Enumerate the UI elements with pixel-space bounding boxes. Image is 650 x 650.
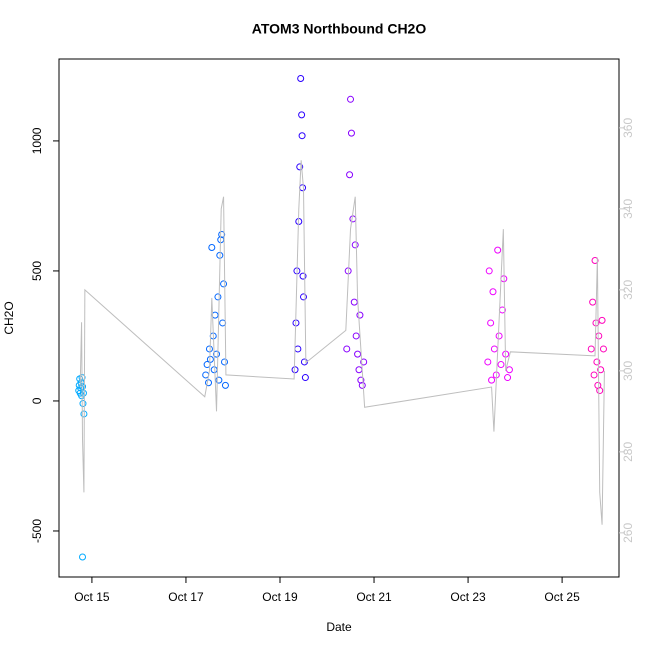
data-point — [596, 387, 604, 395]
data-point — [590, 371, 598, 379]
data-point — [300, 293, 308, 301]
x-axis-label: Date — [326, 620, 352, 634]
x-tick-label: Oct 19 — [262, 590, 298, 604]
data-point — [208, 244, 216, 252]
data-point — [350, 298, 358, 306]
data-point — [597, 366, 605, 374]
data-point — [358, 381, 366, 389]
data-point — [301, 374, 309, 382]
data-point — [346, 171, 354, 179]
data-point — [220, 280, 228, 288]
data-point — [205, 379, 213, 387]
data-point — [347, 95, 355, 103]
data-point — [356, 311, 364, 319]
data-point — [354, 350, 362, 358]
data-point — [589, 298, 597, 306]
data-point — [489, 288, 497, 296]
data-point — [291, 366, 299, 374]
data-point — [202, 371, 210, 379]
data-point — [347, 129, 355, 137]
data-point — [351, 241, 359, 249]
data-point — [296, 163, 304, 171]
data-point — [495, 332, 503, 340]
x-tick-label: Oct 23 — [450, 590, 486, 604]
data-point — [360, 358, 368, 366]
data-point — [297, 75, 305, 83]
data-point — [485, 267, 493, 275]
data-point — [210, 366, 218, 374]
data-point — [294, 345, 302, 353]
y-tick-label: 1000 — [30, 127, 44, 154]
x-tick-label: Oct 15 — [74, 590, 110, 604]
data-point — [79, 389, 87, 397]
y2-tick-label: 340 — [621, 199, 635, 219]
data-point — [221, 358, 229, 366]
y-tick-label: 0 — [30, 397, 44, 404]
x-tick-label: Oct 25 — [544, 590, 580, 604]
data-point — [490, 345, 498, 353]
y2-tick-label: 300 — [621, 361, 635, 381]
data-point — [504, 374, 512, 382]
y2-tick-label: 360 — [621, 118, 635, 138]
data-point — [79, 400, 87, 408]
data-point — [218, 231, 226, 239]
data-point — [505, 366, 513, 374]
data-point — [587, 345, 595, 353]
data-point — [214, 293, 222, 301]
data-point — [352, 332, 360, 340]
data-point — [593, 358, 601, 366]
y2-tick-label: 280 — [621, 442, 635, 462]
data-point — [497, 361, 505, 369]
data-point — [355, 366, 363, 374]
data-point — [591, 257, 599, 265]
data-point — [299, 272, 307, 280]
data-point — [213, 350, 221, 358]
data-line — [79, 160, 605, 525]
data-point — [206, 355, 214, 363]
plot-frame — [58, 58, 620, 578]
data-point — [79, 553, 87, 561]
chart-title: ATOM3 Northbound CH2O — [252, 21, 427, 37]
data-point — [349, 215, 357, 223]
data-point — [298, 111, 306, 119]
data-point — [299, 184, 307, 192]
data-point — [598, 316, 606, 324]
data-point — [599, 345, 607, 353]
x-tick-label: Oct 21 — [356, 590, 392, 604]
y-tick-label: -500 — [30, 519, 44, 543]
x-tick-label: Oct 17 — [168, 590, 204, 604]
data-point — [343, 345, 351, 353]
data-point — [298, 132, 306, 140]
data-point — [484, 358, 492, 366]
data-point — [205, 345, 213, 353]
y2-tick-label: 320 — [621, 280, 635, 300]
y-axis-label: CH2O — [2, 301, 16, 334]
y2-tick-label: 260 — [621, 523, 635, 543]
data-point — [357, 376, 365, 384]
y-tick-label: 500 — [30, 261, 44, 281]
data-point — [595, 332, 603, 340]
data-point — [221, 381, 229, 389]
data-point — [487, 319, 495, 327]
data-point — [488, 376, 496, 384]
data-point — [494, 246, 502, 254]
data-point — [215, 376, 223, 384]
